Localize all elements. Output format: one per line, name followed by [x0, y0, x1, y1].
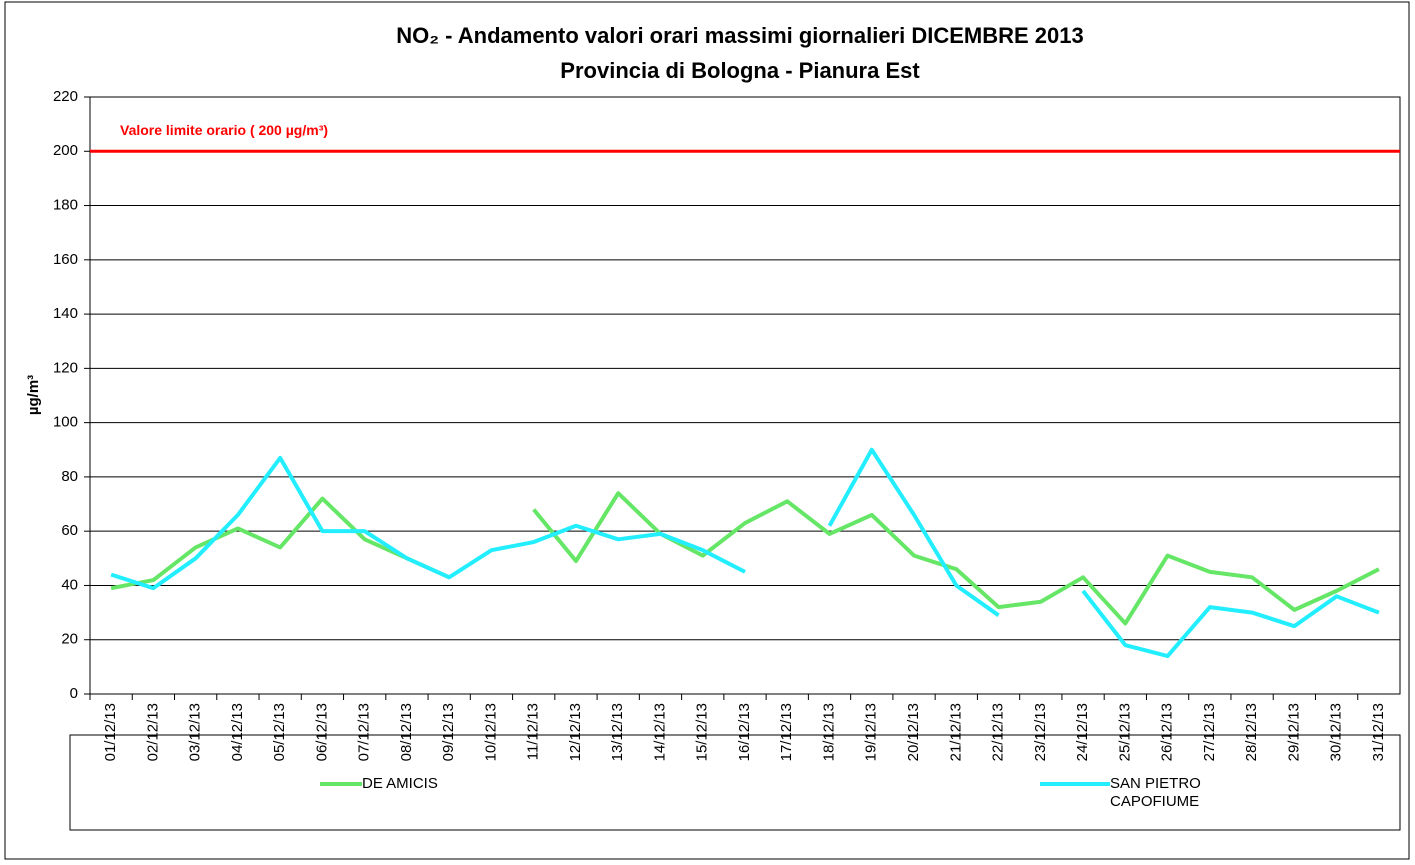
y-tick-label: 160: [53, 251, 78, 268]
x-tick-label: 15/12/13: [694, 703, 711, 761]
y-tick-label: 140: [53, 305, 78, 322]
series-line: [110, 491, 1380, 626]
y-tick-label: 220: [53, 88, 78, 105]
x-tick-label: 29/12/13: [1285, 703, 1302, 761]
x-tick-label: 22/12/13: [990, 703, 1007, 761]
x-tick-label: 21/12/13: [947, 703, 964, 761]
x-tick-label: 17/12/13: [778, 703, 795, 761]
chart-title: NO₂ - Andamento valori orari massimi gio…: [396, 23, 1083, 48]
plot-border: [89, 96, 1401, 695]
y-tick-label: 100: [53, 414, 78, 431]
x-tick-label: 13/12/13: [609, 703, 626, 761]
y-tick-label: 180: [53, 197, 78, 214]
x-tick-label: 26/12/13: [1159, 703, 1176, 761]
legend-box: [69, 734, 1401, 831]
y-tick-label: 0: [70, 685, 78, 702]
x-tick-label: 07/12/13: [356, 703, 373, 761]
y-tick-label: 80: [61, 468, 78, 485]
x-tick-label: 04/12/13: [229, 703, 246, 761]
x-tick-label: 16/12/13: [736, 703, 753, 761]
x-tick-label: 03/12/13: [187, 703, 204, 761]
x-tick-label: 11/12/13: [525, 703, 542, 760]
chart-subtitle: Provincia di Bologna - Pianura Est: [560, 58, 920, 83]
y-tick-label: 60: [61, 522, 78, 539]
x-tick-label: 27/12/13: [1201, 703, 1218, 761]
y-tick-label: 120: [53, 359, 78, 376]
x-tick-label: 30/12/13: [1328, 703, 1345, 761]
y-axis-label: µg/m³: [25, 375, 42, 415]
x-tick-label: 19/12/13: [863, 703, 880, 761]
x-tick-label: 02/12/13: [144, 703, 161, 761]
x-tick-label: 25/12/13: [1116, 703, 1133, 761]
x-tick-label: 05/12/13: [271, 703, 288, 761]
x-tick-label: 12/12/13: [567, 703, 584, 761]
x-tick-label: 06/12/13: [313, 703, 330, 761]
series-line: [110, 447, 1380, 659]
x-tick-label: 08/12/13: [398, 703, 415, 761]
y-tick-label: 40: [61, 576, 78, 593]
legend-label: SAN PIETRO CAPOFIUME: [1110, 775, 1201, 810]
frame: [4, 1, 1410, 860]
x-tick-label: 01/12/13: [102, 703, 119, 761]
x-tick-label: 23/12/13: [1032, 703, 1049, 761]
x-tick-label: 28/12/13: [1243, 703, 1260, 761]
x-tick-label: 20/12/13: [905, 703, 922, 761]
x-tick-label: 09/12/13: [440, 703, 457, 761]
x-tick-label: 10/12/13: [482, 703, 499, 761]
x-tick-label: 24/12/13: [1074, 703, 1091, 761]
y-tick-label: 200: [53, 142, 78, 159]
limit-label: Valore limite orario ( 200 µg/m³): [120, 122, 328, 138]
x-tick-label: 14/12/13: [651, 703, 668, 761]
x-tick-label: 18/12/13: [820, 703, 837, 761]
y-tick-label: 20: [61, 631, 78, 648]
x-tick-label: 31/12/13: [1370, 703, 1387, 761]
legend-label: DE AMICIS: [362, 775, 438, 792]
